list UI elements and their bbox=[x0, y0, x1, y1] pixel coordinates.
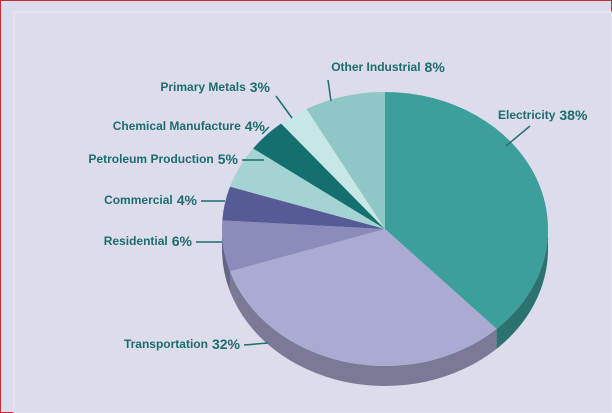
category-name: Primary Metals bbox=[160, 80, 246, 94]
slice-label: Transportation 32% bbox=[124, 336, 241, 352]
leader-line bbox=[505, 125, 531, 147]
slice-label: Residential 6% bbox=[104, 233, 193, 249]
value-label: 4% bbox=[245, 118, 266, 134]
value-label: 5% bbox=[218, 151, 239, 167]
value-label: 4% bbox=[177, 192, 198, 208]
slice-label: Petroleum Production 5% bbox=[88, 151, 238, 167]
slice-label: Electricity 38% bbox=[498, 107, 588, 123]
value-label: 32% bbox=[212, 336, 241, 352]
category-name: Commercial bbox=[104, 193, 173, 207]
slice bbox=[281, 108, 385, 229]
slice bbox=[222, 220, 385, 272]
slice bbox=[306, 92, 385, 229]
slice-side bbox=[496, 229, 548, 349]
slice-label: Other Industrial 8% bbox=[331, 59, 445, 75]
leader-line bbox=[261, 126, 270, 135]
slice-label: Chemical Manufacture 4% bbox=[113, 118, 266, 134]
slice-side bbox=[222, 229, 230, 292]
value-label: 8% bbox=[425, 59, 446, 75]
category-name: Petroleum Production bbox=[88, 152, 213, 166]
category-name: Chemical Manufacture bbox=[113, 119, 241, 133]
slice bbox=[229, 229, 497, 366]
value-label: 6% bbox=[172, 233, 193, 249]
leader-line bbox=[275, 95, 293, 119]
leader-line bbox=[243, 342, 269, 346]
leader-line bbox=[327, 79, 332, 102]
value-label: 3% bbox=[250, 79, 271, 95]
slice bbox=[229, 148, 385, 229]
category-name: Transportation bbox=[124, 337, 208, 351]
slice-side bbox=[229, 271, 497, 387]
slice bbox=[385, 92, 548, 329]
slice-label: Commercial 4% bbox=[104, 192, 197, 208]
value-label: 38% bbox=[559, 107, 588, 123]
slice-label: Primary Metals 3% bbox=[160, 79, 270, 95]
slice bbox=[253, 123, 385, 229]
category-name: Electricity bbox=[498, 108, 556, 122]
category-name: Other Industrial bbox=[331, 60, 420, 74]
category-name: Residential bbox=[104, 234, 168, 248]
slice bbox=[222, 186, 385, 229]
